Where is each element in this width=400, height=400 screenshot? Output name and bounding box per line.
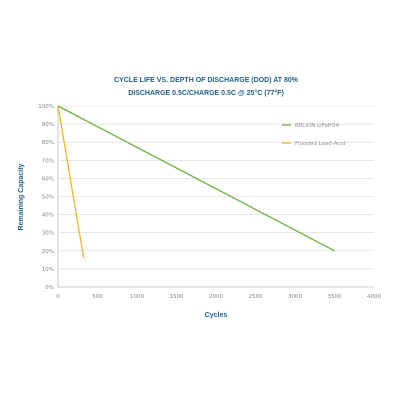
y-tick-label: 20%: [42, 249, 54, 255]
x-tick-label: 1500: [170, 294, 184, 300]
x-tick-label: 3000: [288, 294, 302, 300]
x-tick-label: 0: [56, 294, 60, 300]
y-tick-label: 50%: [42, 195, 54, 201]
y-tick-label: 0%: [45, 285, 54, 291]
series-line-0: [57, 105, 335, 252]
y-tick-label: 60%: [42, 176, 54, 182]
x-tick-label: 2500: [249, 294, 263, 300]
y-tick-label: 30%: [42, 231, 54, 237]
y-tick-label: 40%: [42, 213, 54, 219]
chart-title: CYCLE LIFE VS. DEPTH OF DISCHARGE (DOD) …: [114, 77, 299, 97]
x-tick-label: 2000: [209, 294, 223, 300]
x-tick-label: 4000: [367, 294, 381, 300]
data-series: [57, 105, 335, 259]
y-tick-label: 100%: [38, 104, 54, 110]
y-tick-label: 90%: [42, 122, 54, 128]
axes: [57, 106, 374, 288]
x-tick-label: 1000: [130, 294, 144, 300]
gridlines: [58, 105, 374, 270]
y-axis-label: Remaining Capacity: [18, 163, 25, 230]
x-axis-label: Cycles: [205, 312, 228, 319]
x-tick-label: 3500: [328, 294, 342, 300]
x-tick-label: 500: [92, 294, 103, 300]
chart-title-line-2: DISCHARGE 0.5C/CHARGE 0.5C @ 25°C (77°F): [128, 89, 284, 97]
legend-label: Flooded Lead-Acid: [295, 141, 345, 147]
legend: RELiON LiFePO4 Flooded Lead-Acid: [282, 123, 345, 147]
chart-title-line-1: CYCLE LIFE VS. DEPTH OF DISCHARGE (DOD) …: [114, 77, 299, 84]
series-line-1: [57, 105, 85, 259]
y-tick-label: 70%: [42, 158, 54, 164]
y-tick-labels: 0% 10% 20% 30% 40% 50% 60% 70% 80% 90% 100%: [38, 104, 54, 291]
y-tick-label: 80%: [42, 140, 54, 146]
x-tick-labels: 0 500 1000 1500 2000 2500 3000 3500 4000: [56, 294, 381, 300]
legend-label: RELiON LiFePO4: [295, 123, 340, 129]
y-tick-label: 10%: [42, 267, 54, 273]
